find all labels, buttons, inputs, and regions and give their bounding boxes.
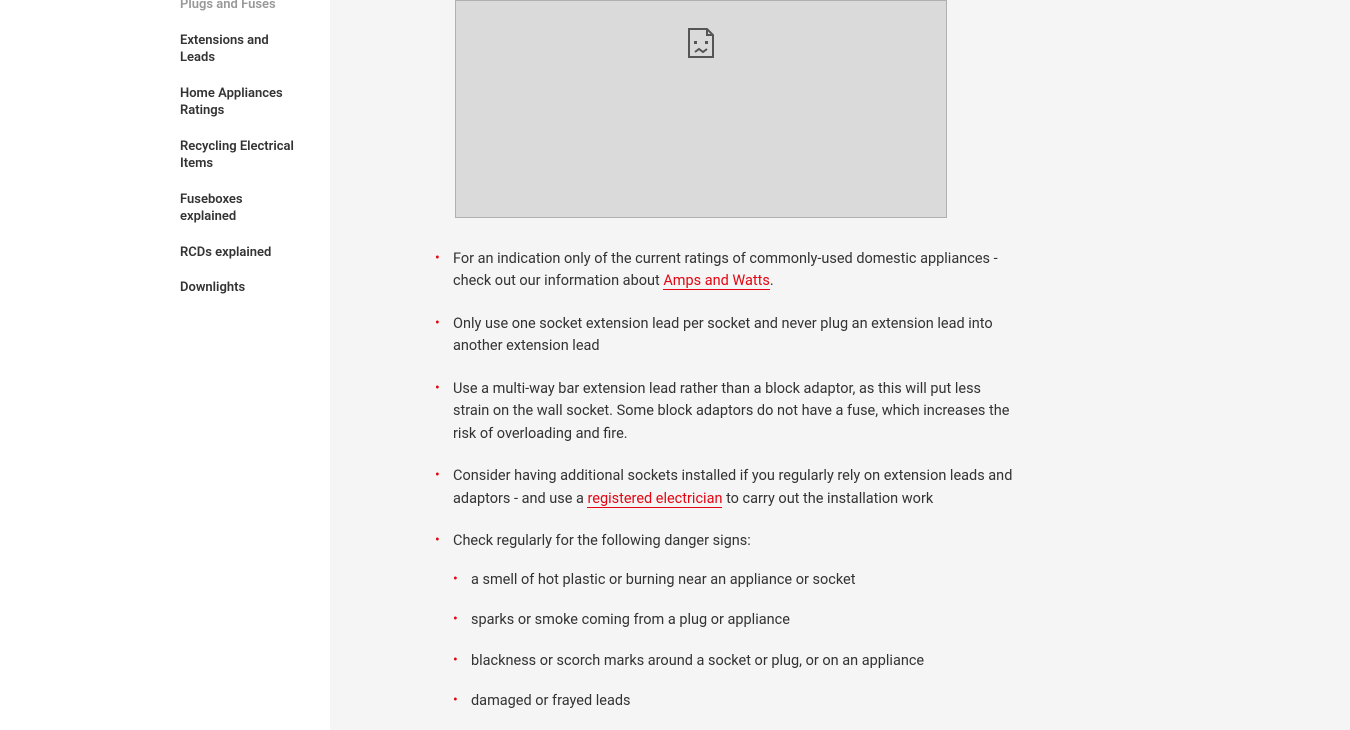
list-item-text: sparks or smoke coming from a plug or ap…	[471, 611, 790, 628]
sidebar-item-plugs-fuses[interactable]: Plugs and Fuses	[180, 0, 300, 14]
sidebar-item-rcds-explained[interactable]: RCDs explained	[180, 244, 300, 262]
danger-signs-list: a smell of hot plastic or burning near a…	[453, 569, 1015, 730]
broken-file-icon	[687, 27, 715, 59]
list-item: Only use one socket extension lead per s…	[435, 313, 1015, 358]
registered-electrician-link[interactable]: registered electrician	[587, 490, 722, 508]
danger-signs-intro: Check regularly for the following danger…	[453, 532, 751, 549]
sidebar-nav: Plugs and Fuses Extensions and Leads Hom…	[0, 0, 330, 730]
list-item: sparks or smoke coming from a plug or ap…	[453, 609, 1015, 631]
list-item-text: Use a multi-way bar extension lead rathe…	[453, 380, 1009, 442]
list-item-text: .	[770, 272, 774, 289]
list-item-text: blackness or scorch marks around a socke…	[471, 652, 924, 669]
main-content: For an indication only of the current ra…	[330, 0, 1350, 730]
list-item: a smell of hot plastic or burning near a…	[453, 569, 1015, 591]
list-item-danger-signs: Check regularly for the following danger…	[435, 530, 1015, 730]
sidebar-item-fuseboxes-explained[interactable]: Fuseboxes explained	[180, 191, 300, 226]
amps-watts-link[interactable]: Amps and Watts	[663, 272, 770, 290]
sidebar-item-downlights[interactable]: Downlights	[180, 279, 300, 297]
list-item: damaged or frayed leads	[453, 690, 1015, 712]
list-item: blackness or scorch marks around a socke…	[453, 650, 1015, 672]
safety-advice-list: For an indication only of the current ra…	[435, 248, 1310, 730]
list-item-text: Only use one socket extension lead per s…	[453, 315, 993, 354]
sidebar-item-extensions-leads[interactable]: Extensions and Leads	[180, 32, 300, 67]
page-container: Plugs and Fuses Extensions and Leads Hom…	[0, 0, 1350, 730]
list-item-text: a smell of hot plastic or burning near a…	[471, 571, 855, 588]
list-item: Consider having additional sockets insta…	[435, 465, 1015, 510]
sidebar-item-home-appliances-ratings[interactable]: Home Appliances Ratings	[180, 85, 300, 120]
broken-embed-placeholder	[455, 0, 947, 218]
list-item: Use a multi-way bar extension lead rathe…	[435, 378, 1015, 445]
list-item-text: damaged or frayed leads	[471, 692, 631, 709]
list-item: For an indication only of the current ra…	[435, 248, 1015, 293]
list-item-text: to carry out the installation work	[722, 490, 933, 507]
sidebar-item-recycling-electrical[interactable]: Recycling Electrical Items	[180, 138, 300, 173]
